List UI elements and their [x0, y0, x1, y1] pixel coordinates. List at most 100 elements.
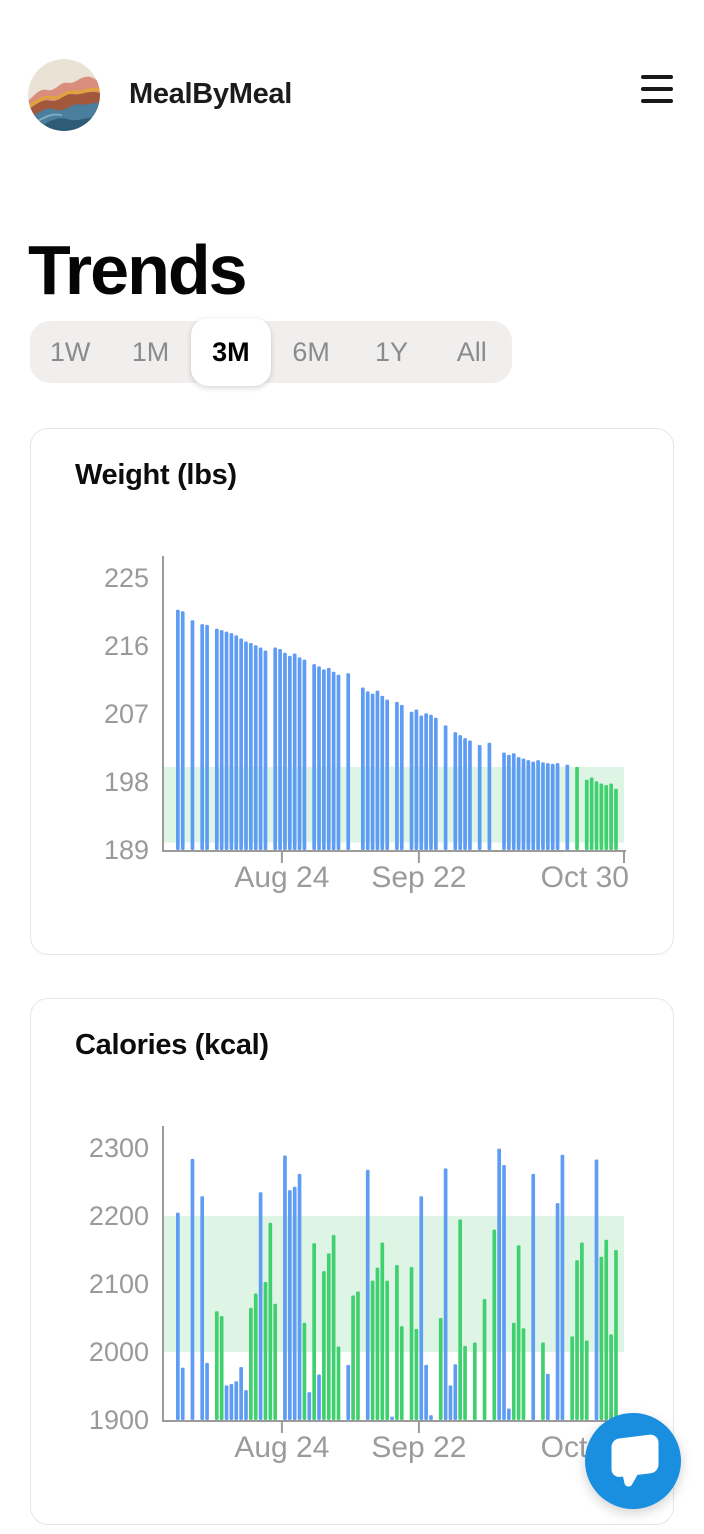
bar[interactable] [390, 1416, 394, 1420]
bar[interactable] [263, 650, 268, 850]
bar[interactable] [312, 664, 317, 850]
bar[interactable] [307, 1392, 312, 1420]
bar[interactable] [297, 657, 302, 850]
bar[interactable] [283, 652, 287, 850]
bar[interactable] [273, 1303, 278, 1420]
bar[interactable] [278, 649, 282, 850]
bar[interactable] [380, 1242, 385, 1420]
bar[interactable] [550, 763, 555, 850]
bar[interactable] [322, 1271, 326, 1420]
bar[interactable] [589, 777, 594, 850]
menu-button[interactable] [637, 68, 677, 108]
bar[interactable] [545, 763, 550, 850]
range-option-1m[interactable]: 1M [110, 321, 190, 383]
bar[interactable] [346, 1364, 351, 1420]
bar[interactable] [414, 1328, 419, 1420]
bar[interactable] [234, 1381, 239, 1420]
bar[interactable] [312, 1243, 317, 1420]
bar[interactable] [268, 1222, 273, 1420]
bar[interactable] [453, 732, 458, 850]
chat-fab-button[interactable] [585, 1413, 681, 1509]
bar[interactable] [599, 1256, 604, 1420]
bar[interactable] [351, 1295, 355, 1420]
bar[interactable] [360, 687, 365, 850]
bar[interactable] [487, 742, 492, 850]
bar[interactable] [541, 1342, 545, 1420]
bar[interactable] [253, 645, 258, 850]
bar[interactable] [356, 1291, 360, 1420]
bar[interactable] [604, 1239, 609, 1420]
bar[interactable] [521, 758, 526, 850]
bar[interactable] [443, 725, 448, 850]
bar[interactable] [614, 1250, 618, 1420]
bar[interactable] [273, 647, 278, 850]
bar[interactable] [190, 1158, 195, 1420]
bar[interactable] [205, 1362, 209, 1420]
bar[interactable] [526, 760, 531, 850]
bar[interactable] [468, 740, 472, 850]
bar[interactable] [424, 1364, 428, 1420]
bar[interactable] [229, 1383, 234, 1420]
bar[interactable] [200, 1196, 205, 1420]
bar[interactable] [219, 630, 224, 850]
bar[interactable] [419, 1196, 424, 1420]
bar[interactable] [244, 641, 248, 850]
bar[interactable] [380, 695, 385, 850]
bar[interactable] [531, 1173, 536, 1420]
bar[interactable] [292, 653, 297, 850]
bar[interactable] [409, 1267, 414, 1420]
bar[interactable] [604, 785, 609, 850]
bar[interactable] [584, 779, 589, 850]
bar[interactable] [531, 761, 536, 850]
range-option-1w[interactable]: 1W [30, 321, 110, 383]
bar[interactable] [258, 647, 263, 850]
bar[interactable] [370, 1280, 375, 1420]
bar[interactable] [477, 744, 482, 850]
weight-chart-canvas[interactable]: 189 198 207 216 225 Aug 24 Sep 22 Oct 30 [31, 529, 675, 899]
bar[interactable] [419, 715, 424, 850]
bar[interactable] [176, 609, 180, 850]
bar[interactable] [599, 783, 604, 850]
bar[interactable] [180, 611, 185, 850]
bar[interactable] [575, 766, 579, 850]
bar[interactable] [429, 714, 433, 850]
bar[interactable] [516, 1245, 521, 1420]
bar[interactable] [584, 1340, 589, 1420]
bar[interactable] [224, 1385, 229, 1420]
bar[interactable] [253, 1293, 258, 1420]
bar[interactable] [302, 659, 307, 850]
bar[interactable] [258, 1192, 263, 1420]
bar[interactable] [594, 1159, 599, 1420]
range-option-all[interactable]: All [432, 321, 512, 383]
bar[interactable] [317, 1374, 321, 1420]
bar[interactable] [463, 738, 467, 850]
bar[interactable] [326, 667, 331, 850]
bar[interactable] [346, 673, 351, 850]
bar[interactable] [385, 1280, 390, 1420]
bar[interactable] [399, 1326, 404, 1420]
bar[interactable] [555, 763, 560, 850]
bar[interactable] [536, 760, 540, 850]
bar[interactable] [565, 764, 570, 850]
bar[interactable] [326, 1253, 331, 1420]
bar[interactable] [200, 624, 205, 850]
range-option-3m[interactable]: 3M [190, 318, 271, 386]
bar[interactable] [249, 1307, 253, 1420]
bar[interactable] [443, 1168, 448, 1420]
bar[interactable] [263, 1281, 268, 1420]
bar[interactable] [239, 638, 243, 850]
bar[interactable] [229, 633, 234, 850]
bar[interactable] [555, 1203, 560, 1420]
bar[interactable] [365, 1169, 370, 1420]
bar[interactable] [317, 666, 321, 850]
bar[interactable] [375, 690, 380, 850]
bar[interactable] [176, 1212, 180, 1420]
bar[interactable] [453, 1364, 458, 1420]
bar[interactable] [507, 1408, 511, 1420]
bar[interactable] [365, 691, 370, 850]
bar[interactable] [541, 762, 545, 850]
bar[interactable] [482, 1298, 487, 1420]
bar[interactable] [283, 1155, 287, 1420]
bar[interactable] [614, 788, 618, 850]
